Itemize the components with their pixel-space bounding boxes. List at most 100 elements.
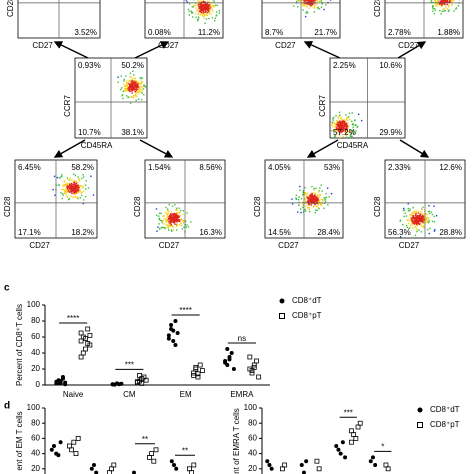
event-dot <box>340 130 343 133</box>
event-dot <box>422 225 424 228</box>
event-dot <box>177 216 179 218</box>
event-dot <box>171 225 174 228</box>
event-dot <box>442 0 444 3</box>
event-dot <box>129 72 132 74</box>
event-dot <box>337 121 339 123</box>
event-dot <box>74 193 76 196</box>
event-dot <box>186 212 188 214</box>
event-dot <box>422 222 425 225</box>
point <box>314 458 320 464</box>
event-dot <box>178 207 180 209</box>
event-dot <box>423 218 425 221</box>
event-dot <box>134 85 136 87</box>
event-dot <box>414 234 417 236</box>
event-dot <box>69 183 71 185</box>
event-dot <box>311 197 314 199</box>
event-dot <box>313 197 315 200</box>
point <box>225 347 230 351</box>
event-dot <box>132 86 135 88</box>
event-dot <box>63 191 66 193</box>
x-tick-label: EM <box>180 390 192 399</box>
event-dot <box>341 120 344 122</box>
point <box>171 328 176 333</box>
event-dot <box>346 116 348 118</box>
event-dot <box>77 176 79 178</box>
point <box>83 346 88 352</box>
event-dot <box>131 88 133 90</box>
event-dot <box>412 227 414 229</box>
event-dot <box>168 217 170 219</box>
point <box>58 440 63 445</box>
event-dot <box>426 218 428 220</box>
event-dot <box>125 89 127 91</box>
event-dot <box>73 181 76 183</box>
arrow <box>139 139 174 158</box>
flow-plot: 4.05% 53% 14.5% 28.4% CD27 CD28 <box>253 159 344 250</box>
event-dot <box>317 199 319 202</box>
event-dot <box>339 120 341 122</box>
event-dot <box>408 222 410 225</box>
event-dot <box>305 12 307 14</box>
event-dot <box>168 203 170 206</box>
event-dot <box>80 192 83 194</box>
event-dot <box>67 186 70 189</box>
event-dot <box>352 123 354 125</box>
event-dot <box>82 186 84 189</box>
event-dot <box>80 185 82 187</box>
quadrant-percent: 28.4% <box>317 228 340 237</box>
event-dot <box>431 213 434 216</box>
event-dot <box>343 123 345 125</box>
y-tick-label: 0 <box>36 380 41 389</box>
event-dot <box>310 192 313 194</box>
event-dot <box>313 205 315 207</box>
event-dot <box>78 180 81 182</box>
y-axis-label: CD28 <box>253 196 262 217</box>
sig-label: *** <box>344 408 353 417</box>
event-dot <box>124 88 126 90</box>
event-dot <box>198 7 200 10</box>
event-dot <box>425 213 427 215</box>
event-dot <box>419 218 422 221</box>
event-dot <box>413 222 416 224</box>
sig-label: * <box>381 443 384 452</box>
event-dot <box>410 213 413 216</box>
event-dot <box>203 17 205 19</box>
event-dot <box>315 0 317 2</box>
event-dot <box>73 193 75 195</box>
event-dot <box>134 84 137 87</box>
event-dot <box>444 0 447 1</box>
event-dot <box>126 89 129 92</box>
event-dot <box>156 230 158 232</box>
event-dot <box>199 14 201 16</box>
event-dot <box>79 188 81 191</box>
event-dot <box>315 200 317 203</box>
event-dot <box>129 90 131 93</box>
event-dot <box>402 209 405 212</box>
event-dot <box>177 212 179 214</box>
event-dot <box>434 9 437 12</box>
event-dot <box>299 208 302 210</box>
point <box>256 374 262 380</box>
point <box>267 463 272 467</box>
event-dot <box>202 13 204 15</box>
event-dot <box>138 88 141 90</box>
event-dot <box>434 0 437 2</box>
event-dot <box>415 222 417 224</box>
event-dot <box>140 82 143 85</box>
flow-plot: 0.08% 11.2% CD27 <box>144 0 224 50</box>
point <box>85 326 91 332</box>
event-dot <box>419 217 421 219</box>
event-dot <box>448 9 450 11</box>
event-dot <box>308 208 310 211</box>
event-dot <box>305 10 308 13</box>
event-dot <box>314 197 316 199</box>
event-dot <box>336 120 339 123</box>
event-dot <box>323 207 325 210</box>
event-dot <box>435 3 437 5</box>
point <box>94 470 99 474</box>
event-dot <box>415 221 418 223</box>
event-dot <box>82 202 84 205</box>
event-dot <box>353 120 356 122</box>
event-dot <box>302 193 304 196</box>
event-dot <box>198 1 201 4</box>
